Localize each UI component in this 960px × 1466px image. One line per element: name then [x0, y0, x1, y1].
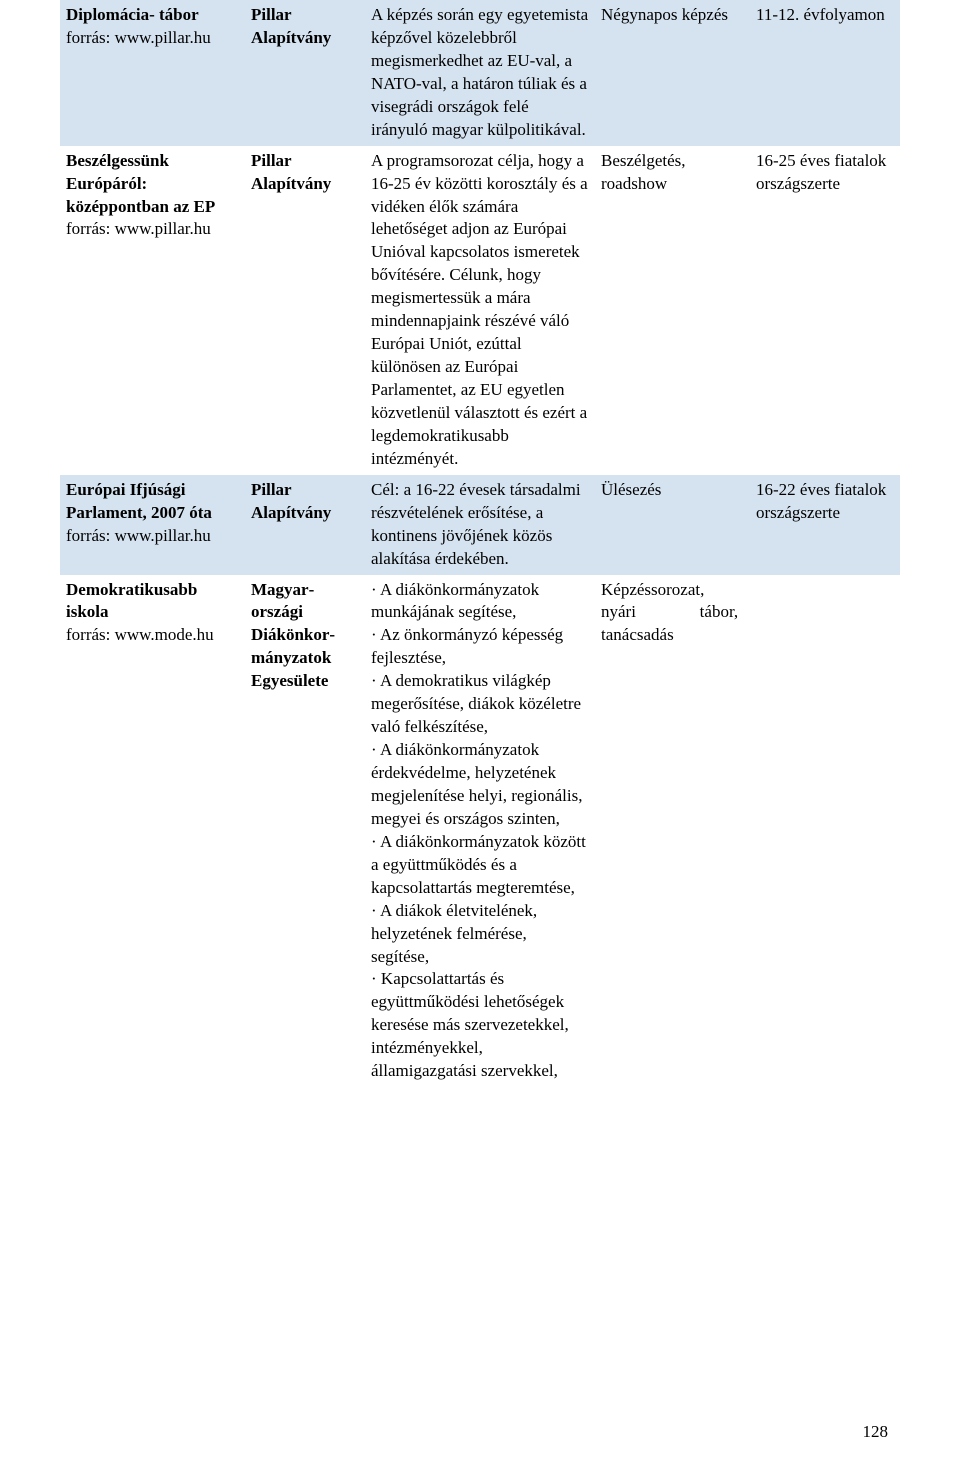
page-number: 128: [863, 1422, 889, 1442]
program-source: forrás: www.mode.hu: [66, 624, 239, 647]
description-cell: A programsorozat célja, hogy a 16-25 év …: [365, 146, 595, 475]
format-cell: Képzéssorozat,nyári tábor,tanácsadás: [595, 575, 750, 1088]
page: Diplomácia- táborforrás: www.pillar.huPi…: [0, 0, 960, 1466]
description-cell: · A diákönkormányzatok munkájának segíté…: [365, 575, 595, 1088]
table-row: Diplomácia- táborforrás: www.pillar.huPi…: [60, 0, 900, 146]
program-title: Európai Ifjúsági Parlament, 2007 óta: [66, 479, 239, 525]
program-title-cell: Diplomácia- táborforrás: www.pillar.hu: [60, 0, 245, 146]
program-title-cell: Európai Ifjúsági Parlament, 2007 ótaforr…: [60, 475, 245, 575]
format-cell: Beszélgetés, roadshow: [595, 146, 750, 475]
description-cell: A képzés során egy egyetemista képzővel …: [365, 0, 595, 146]
organization-cell: Pillar Alapítvány: [245, 0, 365, 146]
target-group-cell: 16-25 éves fiatalok országszerte: [750, 146, 900, 475]
target-group-cell: [750, 575, 900, 1088]
table-body: Diplomácia- táborforrás: www.pillar.huPi…: [60, 0, 900, 1087]
description-cell: Cél: a 16-22 évesek társadalmi részvétel…: [365, 475, 595, 575]
program-title-cell: Demokratikusabb iskolaforrás: www.mode.h…: [60, 575, 245, 1088]
program-title: Diplomácia- tábor: [66, 4, 239, 27]
table-row: Beszélgessünk Európáról: középpontban az…: [60, 146, 900, 475]
table-row: Európai Ifjúsági Parlament, 2007 ótaforr…: [60, 475, 900, 575]
organization-cell: Magyar­országi Diákönkor­mányzatok Egyes…: [245, 575, 365, 1088]
programs-table: Diplomácia- táborforrás: www.pillar.huPi…: [60, 0, 900, 1087]
program-source: forrás: www.pillar.hu: [66, 218, 239, 241]
organization-cell: Pillar Alapítvány: [245, 475, 365, 575]
organization-cell: Pillar Alapítvány: [245, 146, 365, 475]
format-cell: Négynapos képzés: [595, 0, 750, 146]
program-title: Beszélgessünk Európáról: középpontban az…: [66, 150, 239, 219]
program-source: forrás: www.pillar.hu: [66, 27, 239, 50]
program-title-cell: Beszélgessünk Európáról: középpontban az…: [60, 146, 245, 475]
program-title: Demokratikusabb iskola: [66, 579, 239, 625]
format-cell: Ülésezés: [595, 475, 750, 575]
table-row: Demokratikusabb iskolaforrás: www.mode.h…: [60, 575, 900, 1088]
target-group-cell: 11-12. évfolyamon: [750, 0, 900, 146]
program-source: forrás: www.pillar.hu: [66, 525, 239, 548]
target-group-cell: 16-22 éves fiatalok országszerte: [750, 475, 900, 575]
